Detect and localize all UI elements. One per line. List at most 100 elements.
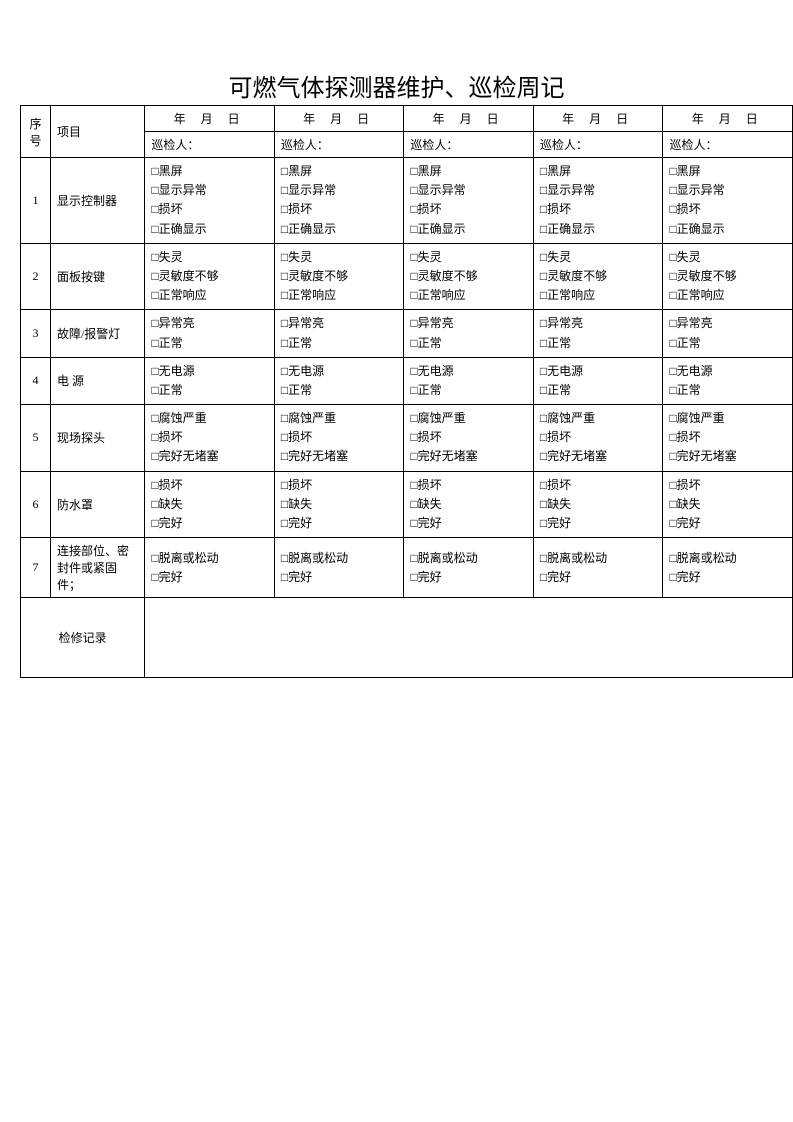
checkbox-option[interactable]: □正常 bbox=[151, 381, 268, 400]
checkbox-option[interactable]: □缺失 bbox=[410, 495, 527, 514]
checkbox-option[interactable]: □正确显示 bbox=[151, 220, 268, 239]
checkbox-option[interactable]: □脱离或松动 bbox=[410, 549, 527, 568]
checkbox-option[interactable]: □黑屏 bbox=[540, 162, 657, 181]
checkbox-option[interactable]: □显示异常 bbox=[540, 181, 657, 200]
checkbox-option[interactable]: □正常响应 bbox=[281, 286, 398, 305]
checkbox-option[interactable]: □正常响应 bbox=[669, 286, 786, 305]
maintenance-cell[interactable] bbox=[145, 598, 793, 678]
checkbox-option[interactable]: □完好 bbox=[410, 568, 527, 587]
checkbox-option[interactable]: □腐蚀严重 bbox=[281, 409, 398, 428]
checkbox-option[interactable]: □显示异常 bbox=[410, 181, 527, 200]
row-item: 现场探头 bbox=[50, 405, 144, 472]
checkbox-option[interactable]: □异常亮 bbox=[151, 314, 268, 333]
checkbox-option[interactable]: □无电源 bbox=[151, 362, 268, 381]
checkbox-option[interactable]: □正常响应 bbox=[540, 286, 657, 305]
checkbox-option[interactable]: □损坏 bbox=[410, 476, 527, 495]
checkbox-option[interactable]: □损坏 bbox=[151, 476, 268, 495]
checkbox-option[interactable]: □无电源 bbox=[281, 362, 398, 381]
checkbox-option[interactable]: □损坏 bbox=[669, 200, 786, 219]
checkbox-option[interactable]: □损坏 bbox=[281, 428, 398, 447]
checkbox-option[interactable]: □无电源 bbox=[669, 362, 786, 381]
checkbox-option[interactable]: □异常亮 bbox=[540, 314, 657, 333]
checkbox-option[interactable]: □损坏 bbox=[540, 476, 657, 495]
checkbox-option[interactable]: □正确显示 bbox=[669, 220, 786, 239]
checkbox-option[interactable]: □灵敏度不够 bbox=[281, 267, 398, 286]
checkbox-option[interactable]: □脱离或松动 bbox=[669, 549, 786, 568]
checkbox-option[interactable]: □腐蚀严重 bbox=[669, 409, 786, 428]
checkbox-option[interactable]: □失灵 bbox=[540, 248, 657, 267]
checkbox-option[interactable]: □完好 bbox=[151, 568, 268, 587]
checkbox-option[interactable]: □正常 bbox=[410, 381, 527, 400]
checkbox-option[interactable]: □损坏 bbox=[410, 200, 527, 219]
checkbox-option[interactable]: □完好无堵塞 bbox=[281, 447, 398, 466]
checkbox-option[interactable]: □失灵 bbox=[281, 248, 398, 267]
options-cell: □无电源□正常 bbox=[404, 357, 534, 404]
checkbox-option[interactable]: □损坏 bbox=[540, 428, 657, 447]
row-item: 电 源 bbox=[50, 357, 144, 404]
checkbox-option[interactable]: □黑屏 bbox=[151, 162, 268, 181]
checkbox-option[interactable]: □灵敏度不够 bbox=[151, 267, 268, 286]
checkbox-option[interactable]: □腐蚀严重 bbox=[410, 409, 527, 428]
checkbox-option[interactable]: □完好 bbox=[540, 568, 657, 587]
checkbox-option[interactable]: □显示异常 bbox=[151, 181, 268, 200]
checkbox-option[interactable]: □正常 bbox=[540, 381, 657, 400]
checkbox-option[interactable]: □缺失 bbox=[151, 495, 268, 514]
checkbox-option[interactable]: □正常 bbox=[281, 334, 398, 353]
checkbox-option[interactable]: □损坏 bbox=[151, 200, 268, 219]
checkbox-option[interactable]: □灵敏度不够 bbox=[410, 267, 527, 286]
checkbox-option[interactable]: □完好 bbox=[151, 514, 268, 533]
checkbox-option[interactable]: □黑屏 bbox=[281, 162, 398, 181]
checkbox-option[interactable]: □完好无堵塞 bbox=[151, 447, 268, 466]
checkbox-option[interactable]: □失灵 bbox=[410, 248, 527, 267]
checkbox-option[interactable]: □完好 bbox=[669, 514, 786, 533]
checkbox-option[interactable]: □黑屏 bbox=[410, 162, 527, 181]
checkbox-option[interactable]: □无电源 bbox=[540, 362, 657, 381]
checkbox-option[interactable]: □脱离或松动 bbox=[151, 549, 268, 568]
checkbox-option[interactable]: □脱离或松动 bbox=[281, 549, 398, 568]
checkbox-option[interactable]: □灵敏度不够 bbox=[669, 267, 786, 286]
checkbox-option[interactable]: □损坏 bbox=[410, 428, 527, 447]
checkbox-option[interactable]: □异常亮 bbox=[410, 314, 527, 333]
checkbox-option[interactable]: □正常 bbox=[669, 334, 786, 353]
checkbox-option[interactable]: □缺失 bbox=[669, 495, 786, 514]
checkbox-option[interactable]: □正常响应 bbox=[410, 286, 527, 305]
checkbox-option[interactable]: □失灵 bbox=[151, 248, 268, 267]
checkbox-option[interactable]: □脱离或松动 bbox=[540, 549, 657, 568]
checkbox-option[interactable]: □完好 bbox=[281, 568, 398, 587]
checkbox-option[interactable]: □损坏 bbox=[151, 428, 268, 447]
checkbox-option[interactable]: □正常 bbox=[540, 334, 657, 353]
checkbox-option[interactable]: □失灵 bbox=[669, 248, 786, 267]
checkbox-option[interactable]: □损坏 bbox=[281, 476, 398, 495]
checkbox-option[interactable]: □黑屏 bbox=[669, 162, 786, 181]
checkbox-option[interactable]: □完好 bbox=[410, 514, 527, 533]
checkbox-option[interactable]: □损坏 bbox=[669, 476, 786, 495]
checkbox-option[interactable]: □完好 bbox=[281, 514, 398, 533]
checkbox-option[interactable]: □正常 bbox=[281, 381, 398, 400]
checkbox-option[interactable]: □正确显示 bbox=[281, 220, 398, 239]
checkbox-option[interactable]: □正常 bbox=[151, 334, 268, 353]
checkbox-option[interactable]: □完好无堵塞 bbox=[669, 447, 786, 466]
checkbox-option[interactable]: □灵敏度不够 bbox=[540, 267, 657, 286]
options-cell: □脱离或松动□完好 bbox=[404, 538, 534, 598]
checkbox-option[interactable]: □缺失 bbox=[540, 495, 657, 514]
checkbox-option[interactable]: □正常响应 bbox=[151, 286, 268, 305]
checkbox-option[interactable]: □损坏 bbox=[281, 200, 398, 219]
checkbox-option[interactable]: □缺失 bbox=[281, 495, 398, 514]
checkbox-option[interactable]: □正确显示 bbox=[540, 220, 657, 239]
checkbox-option[interactable]: □腐蚀严重 bbox=[151, 409, 268, 428]
checkbox-option[interactable]: □正常 bbox=[669, 381, 786, 400]
checkbox-option[interactable]: □显示异常 bbox=[669, 181, 786, 200]
checkbox-option[interactable]: □完好无堵塞 bbox=[540, 447, 657, 466]
checkbox-option[interactable]: □异常亮 bbox=[669, 314, 786, 333]
checkbox-option[interactable]: □损坏 bbox=[669, 428, 786, 447]
checkbox-option[interactable]: □腐蚀严重 bbox=[540, 409, 657, 428]
checkbox-option[interactable]: □完好 bbox=[669, 568, 786, 587]
checkbox-option[interactable]: □异常亮 bbox=[281, 314, 398, 333]
checkbox-option[interactable]: □完好 bbox=[540, 514, 657, 533]
checkbox-option[interactable]: □正常 bbox=[410, 334, 527, 353]
checkbox-option[interactable]: □显示异常 bbox=[281, 181, 398, 200]
checkbox-option[interactable]: □完好无堵塞 bbox=[410, 447, 527, 466]
checkbox-option[interactable]: □无电源 bbox=[410, 362, 527, 381]
checkbox-option[interactable]: □正确显示 bbox=[410, 220, 527, 239]
checkbox-option[interactable]: □损坏 bbox=[540, 200, 657, 219]
